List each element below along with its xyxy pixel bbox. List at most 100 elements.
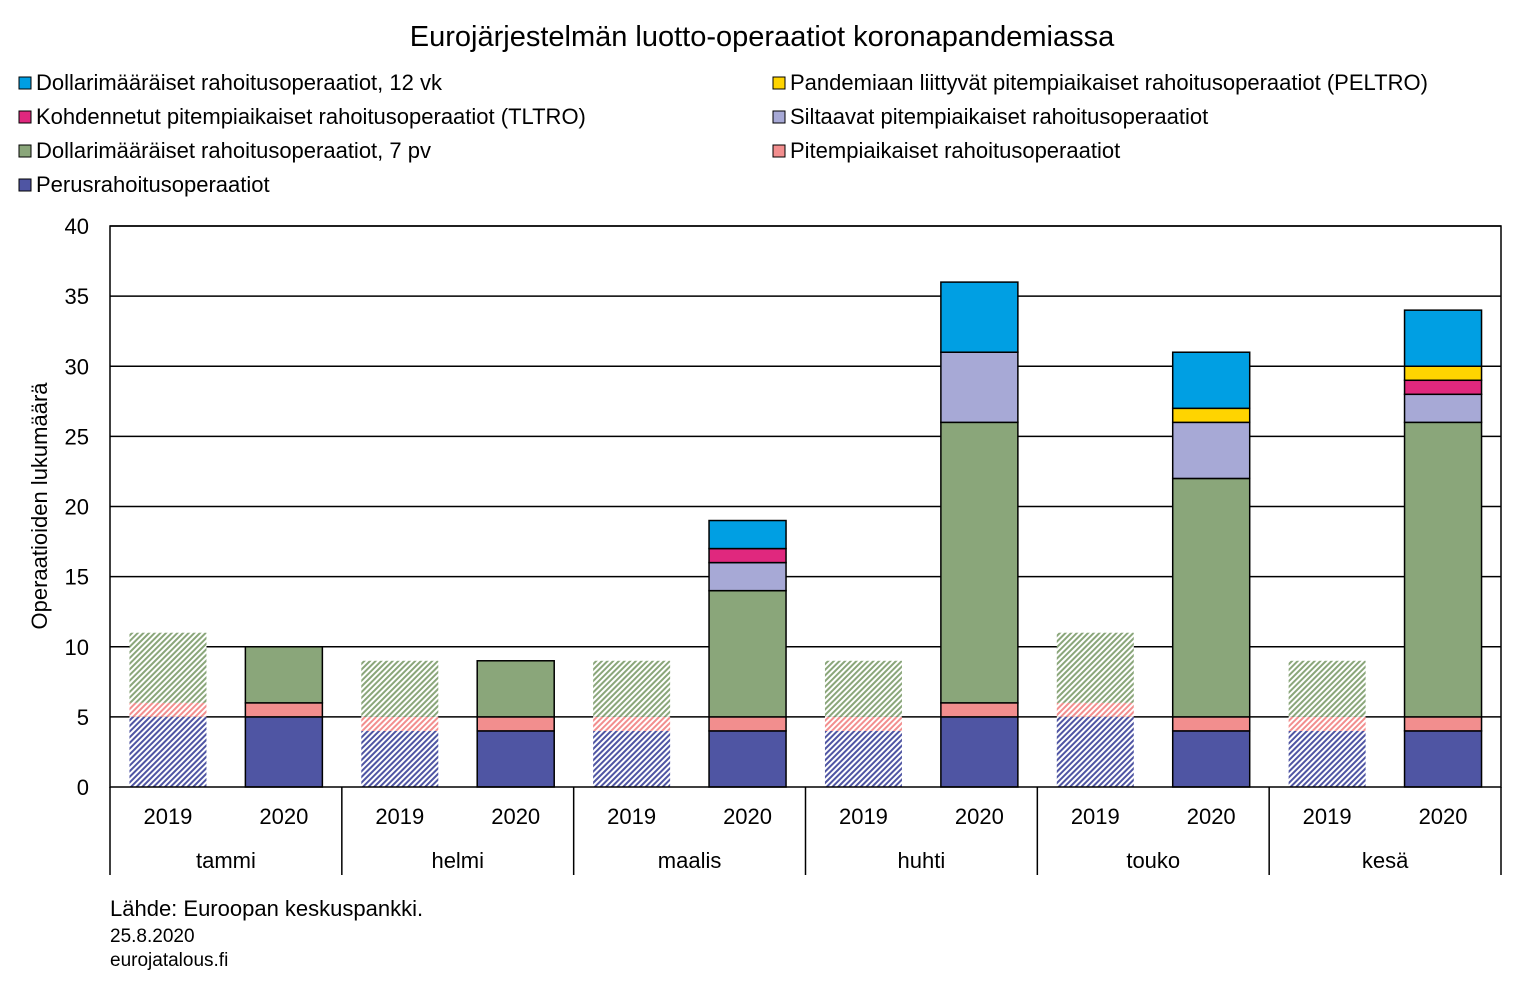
bar-segment (476, 716, 555, 732)
bar-segment (940, 716, 1019, 788)
legend-label: Dollarimääräiset rahoitusoperaatiot, 12 … (36, 70, 443, 95)
y-tick-label: 30 (65, 354, 89, 379)
y-tick-label: 5 (77, 705, 89, 730)
x-tick-label-year: 2019 (1071, 804, 1120, 829)
legend-label: Perusrahoitusoperaatiot (36, 172, 270, 197)
y-tick-label: 40 (65, 214, 89, 239)
y-tick-label: 10 (65, 635, 89, 660)
bar-segment (244, 702, 324, 718)
bar-segment (1403, 379, 1483, 396)
bar-segment (1171, 730, 1251, 788)
bar-segment (1171, 407, 1251, 424)
bar-segment (476, 730, 555, 788)
bar-segment (708, 547, 787, 564)
bar-segment (708, 589, 787, 718)
x-group-label: touko (1126, 848, 1180, 873)
bar-segment (1403, 365, 1483, 382)
bar-segment (708, 519, 787, 550)
legend-swatch (772, 76, 786, 90)
chart-title: Eurojärjestelmän luotto-operaatiot koron… (410, 21, 1115, 53)
legend-label: Pandemiaan liittyvät pitempiaikaiset rah… (790, 70, 1428, 95)
bar-segment (361, 660, 439, 717)
bar-segment (1056, 632, 1134, 703)
bar-segment (1403, 421, 1483, 718)
bar-segment (1403, 309, 1483, 367)
bar-segment (1056, 716, 1134, 787)
y-tick-labels: 0 5 10 15 20 25 30 35 40 (65, 214, 89, 800)
bar-segment (1288, 716, 1366, 731)
bar-segment (593, 730, 671, 787)
legend: Dollarimääräiset rahoitusoperaatiot, 12 … (18, 70, 1428, 197)
gridlines (110, 225, 1501, 718)
x-tick-label-year: 2019 (143, 804, 192, 829)
y-tick-label: 15 (65, 565, 89, 590)
x-group-label: kesä (1362, 848, 1409, 873)
legend-swatch (772, 144, 786, 158)
x-tick-label-year: 2019 (839, 804, 888, 829)
footer-date: 25.8.2020 (110, 926, 195, 947)
x-tick-label-year: 2020 (259, 804, 308, 829)
legend-label: Kohdennetut pitempiaikaiset rahoitusoper… (36, 104, 586, 129)
x-tick-label-year: 2019 (1303, 804, 1352, 829)
bar-segment (1288, 660, 1366, 717)
legend-label: Dollarimääräiset rahoitusoperaatiot, 7 p… (36, 138, 431, 163)
legend-swatch (18, 144, 32, 158)
bars (129, 281, 1483, 788)
x-group-label: maalis (658, 848, 722, 873)
x-tick-label-year: 2020 (1187, 804, 1236, 829)
y-tick-label: 0 (77, 775, 89, 800)
bar-segment (940, 421, 1019, 704)
bar-segment (1171, 716, 1251, 732)
bar-segment (940, 281, 1019, 353)
x-tick-label-year: 2019 (375, 804, 424, 829)
legend-swatch (18, 76, 32, 90)
bar-segment (1171, 351, 1251, 410)
bar-segment (1171, 477, 1251, 718)
x-group-label: huhti (898, 848, 946, 873)
x-tick-label-year: 2020 (1419, 804, 1468, 829)
y-tick-label: 20 (65, 495, 89, 520)
bar-segment (824, 716, 902, 731)
y-tick-label: 25 (65, 424, 89, 449)
bar-segment (1171, 421, 1251, 480)
x-group-label: helmi (431, 848, 484, 873)
bar-segment (824, 730, 902, 787)
legend-label: Pitempiaikaiset rahoitusoperaatiot (790, 138, 1120, 163)
bar-segment (129, 702, 207, 717)
bar-segment (361, 730, 439, 787)
legend-label: Siltaavat pitempiaikaiset rahoitusoperaa… (790, 104, 1208, 129)
bar-segment (244, 716, 324, 788)
y-tick-label: 35 (65, 284, 89, 309)
y-axis-label: Operaatioiden lukumäärä (27, 382, 52, 630)
bar-segment (593, 716, 671, 731)
bar-segment (361, 716, 439, 731)
legend-swatch (18, 110, 32, 124)
bar-segment (1056, 702, 1134, 717)
footer-source: Lähde: Euroopan keskuspankki. (110, 896, 423, 921)
bar-segment (1403, 393, 1483, 424)
bar-segment (129, 716, 207, 787)
footer-site: eurojatalous.fi (110, 950, 228, 971)
x-tick-label-year: 2019 (607, 804, 656, 829)
bar-segment (824, 660, 902, 717)
bar-segment (940, 351, 1019, 424)
x-tick-label-year: 2020 (723, 804, 772, 829)
bar-segment (1403, 730, 1483, 788)
x-tick-label-year: 2020 (491, 804, 540, 829)
bar-segment (708, 716, 787, 732)
bar-segment (244, 646, 324, 704)
bar-segment (1403, 716, 1483, 732)
axes (109, 225, 1502, 875)
bar-segment (476, 660, 555, 718)
bar-segment (708, 730, 787, 788)
bar-segment (129, 632, 207, 703)
x-tick-labels: 2019 2020 2019 2020 2019 2020 2019 2020 2019 2020… (143, 804, 1467, 873)
legend-swatch (772, 110, 786, 124)
legend-swatch (18, 178, 32, 192)
bar-segment (1288, 730, 1366, 787)
bar-segment (593, 660, 671, 717)
bar-segment (940, 702, 1019, 718)
bar-segment (708, 561, 787, 592)
x-tick-label-year: 2020 (955, 804, 1004, 829)
